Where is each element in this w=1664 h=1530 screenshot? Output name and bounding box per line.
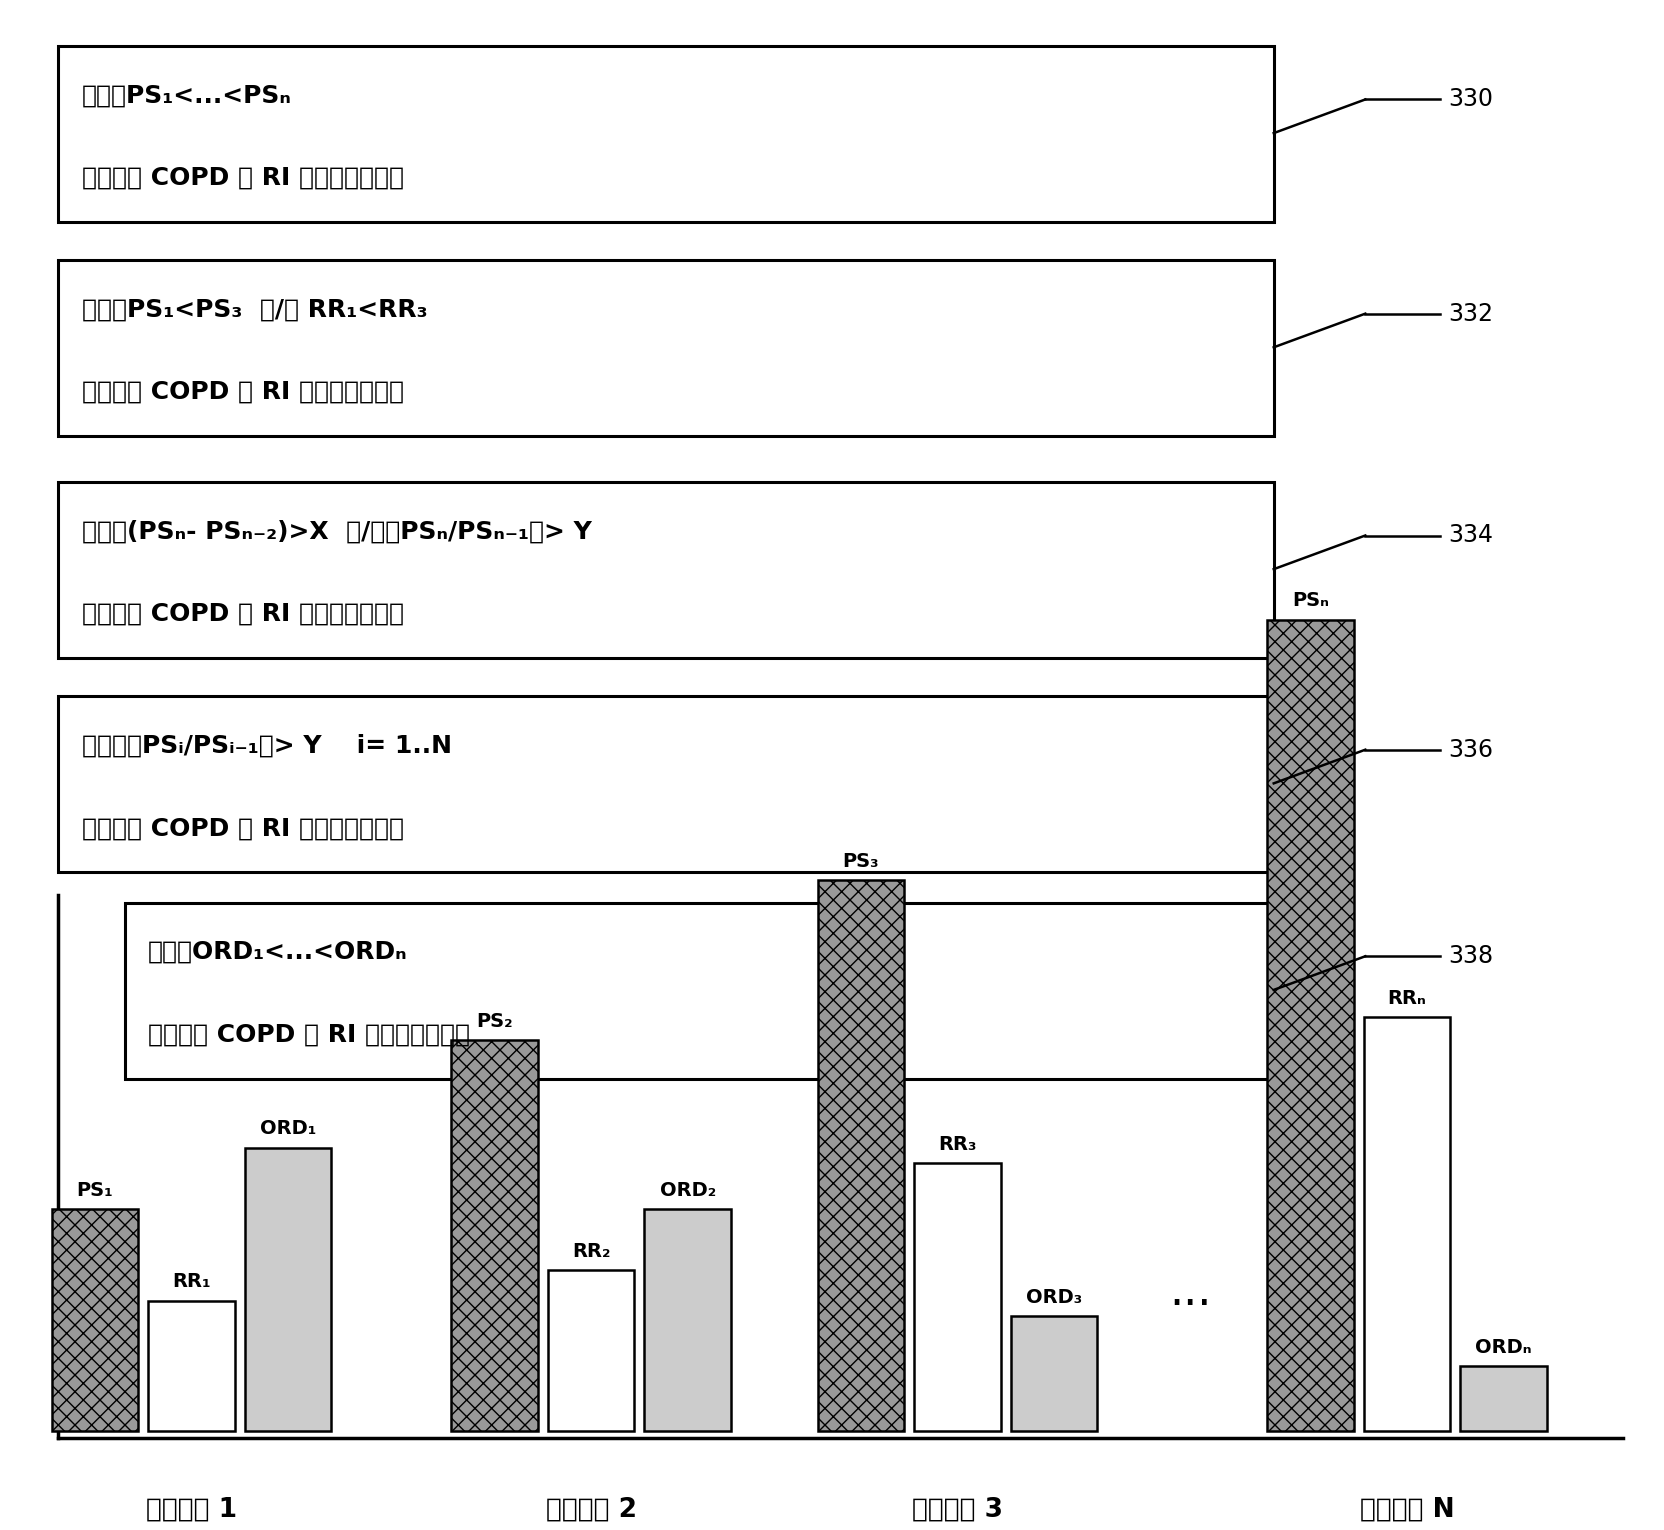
FancyBboxPatch shape: [125, 903, 1273, 1079]
Text: RR₃: RR₃: [937, 1135, 977, 1154]
Text: ORD₃: ORD₃: [1025, 1288, 1082, 1307]
Text: 治疗疗程 1: 治疗疗程 1: [146, 1496, 236, 1522]
Text: RRₙ: RRₙ: [1386, 990, 1426, 1008]
Text: RR₂: RR₂: [571, 1242, 611, 1261]
Text: 治疗疗程 3: 治疗疗程 3: [912, 1496, 1002, 1522]
FancyBboxPatch shape: [58, 696, 1273, 872]
Text: 治疗疗程 N: 治疗疗程 N: [1359, 1496, 1453, 1522]
Bar: [914, 1163, 1000, 1431]
Bar: [1363, 1017, 1449, 1431]
FancyBboxPatch shape: [58, 260, 1273, 436]
Text: 患者处于 COPD 或 RI 恶化的危险中！: 患者处于 COPD 或 RI 恶化的危险中！: [82, 165, 403, 190]
FancyBboxPatch shape: [58, 482, 1273, 658]
Text: 警告：ORD₁<...<ORDₙ: 警告：ORD₁<...<ORDₙ: [148, 939, 408, 964]
Bar: [1459, 1366, 1546, 1431]
Bar: [644, 1209, 730, 1431]
Bar: [148, 1300, 235, 1431]
Text: PS₃: PS₃: [842, 852, 879, 871]
Bar: [817, 880, 904, 1431]
Bar: [52, 1209, 138, 1431]
Text: 警告：PS₁<PS₃  和/或 RR₁<RR₃: 警告：PS₁<PS₃ 和/或 RR₁<RR₃: [82, 297, 428, 321]
Text: 警告：(PSₙ- PSₙ₋₂)>X  和/或（PSₙ/PSₙ₋₁）> Y: 警告：(PSₙ- PSₙ₋₂)>X 和/或（PSₙ/PSₙ₋₁）> Y: [82, 519, 591, 543]
Text: ...: ...: [1168, 1271, 1211, 1314]
Text: RR₁: RR₁: [171, 1273, 211, 1291]
Bar: [1266, 620, 1353, 1431]
Text: PSₙ: PSₙ: [1291, 592, 1328, 610]
Text: 患者处于 COPD 或 RI 恶化的危险中！: 患者处于 COPD 或 RI 恶化的危险中！: [82, 601, 403, 626]
Text: 330: 330: [1448, 87, 1493, 112]
Text: PS₁: PS₁: [77, 1181, 113, 1200]
Bar: [1010, 1316, 1097, 1431]
Text: 警告：（PSᵢ/PSᵢ₋₁）> Y    i= 1..N: 警告：（PSᵢ/PSᵢ₋₁）> Y i= 1..N: [82, 733, 451, 757]
Bar: [451, 1040, 537, 1431]
Bar: [245, 1148, 331, 1431]
Text: 338: 338: [1448, 944, 1493, 968]
Text: ORD₁: ORD₁: [260, 1120, 316, 1138]
Text: 治疗疗程 2: 治疗疗程 2: [546, 1496, 636, 1522]
Text: ORDₙ: ORDₙ: [1474, 1339, 1531, 1357]
Text: 332: 332: [1448, 301, 1493, 326]
Text: 警告：PS₁<...<PSₙ: 警告：PS₁<...<PSₙ: [82, 83, 291, 107]
Text: 患者处于 COPD 或 RI 恶化的危险中！: 患者处于 COPD 或 RI 恶化的危险中！: [82, 379, 403, 404]
Text: 患者处于 COPD 或 RI 恶化的危险中！: 患者处于 COPD 或 RI 恶化的危险中！: [148, 1022, 469, 1047]
Text: 336: 336: [1448, 737, 1493, 762]
FancyBboxPatch shape: [58, 46, 1273, 222]
Text: 患者处于 COPD 或 RI 恶化的危险中！: 患者处于 COPD 或 RI 恶化的危险中！: [82, 815, 403, 840]
Text: ORD₂: ORD₂: [659, 1181, 716, 1200]
Bar: [547, 1270, 634, 1431]
Text: PS₂: PS₂: [476, 1013, 513, 1031]
Text: 334: 334: [1448, 523, 1493, 548]
